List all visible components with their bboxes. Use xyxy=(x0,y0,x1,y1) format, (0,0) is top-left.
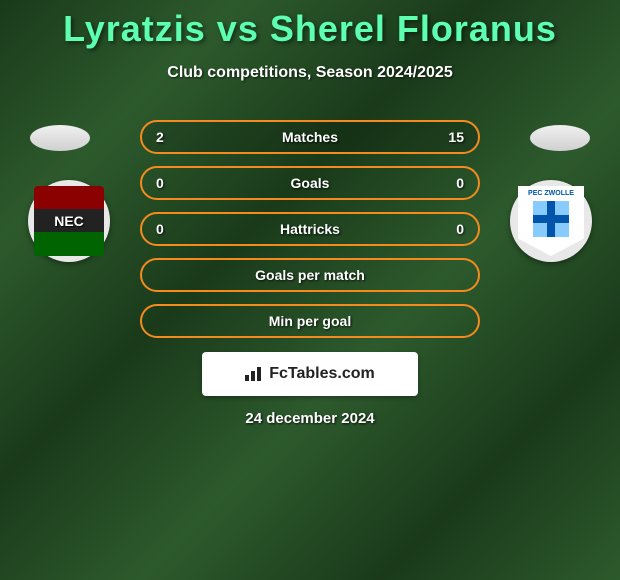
club-badge-right: PEC ZWOLLE xyxy=(510,180,592,262)
stat-row-hattricks: 0 Hattricks 0 xyxy=(140,212,480,246)
stat-row-matches: 2 Matches 15 xyxy=(140,120,480,154)
stat-label: Hattricks xyxy=(186,221,434,237)
stat-right-value: 0 xyxy=(434,175,464,191)
country-badge-right xyxy=(530,125,590,151)
stat-label: Min per goal xyxy=(186,313,434,329)
stat-right-value: 15 xyxy=(434,129,464,145)
attribution-text: FcTables.com xyxy=(269,365,375,383)
club-label-left: NEC xyxy=(54,213,84,229)
club-logo-nec: NEC xyxy=(34,186,104,256)
stat-row-goals-per-match: Goals per match xyxy=(140,258,480,292)
stat-left-value: 2 xyxy=(156,129,186,145)
stat-left-value: 0 xyxy=(156,175,186,191)
stats-container: 2 Matches 15 0 Goals 0 0 Hattricks 0 Goa… xyxy=(140,120,480,350)
club-label-right: PEC ZWOLLE xyxy=(528,190,574,197)
stat-row-goals: 0 Goals 0 xyxy=(140,166,480,200)
date-label: 24 december 2024 xyxy=(245,410,374,427)
club-cross-icon xyxy=(533,201,569,237)
stat-label: Goals per match xyxy=(186,267,434,283)
country-badge-left xyxy=(30,125,90,151)
stat-left-value: 0 xyxy=(156,221,186,237)
comparison-subtitle: Club competitions, Season 2024/2025 xyxy=(0,64,620,82)
club-badge-left: NEC xyxy=(28,180,110,262)
stat-label: Matches xyxy=(186,129,434,145)
chart-icon xyxy=(245,367,263,381)
stat-label: Goals xyxy=(186,175,434,191)
attribution-badge: FcTables.com xyxy=(202,352,418,396)
club-logo-pec: PEC ZWOLLE xyxy=(518,186,584,256)
stat-right-value: 0 xyxy=(434,221,464,237)
comparison-title: Lyratzis vs Sherel Floranus xyxy=(0,0,620,50)
stat-row-min-per-goal: Min per goal xyxy=(140,304,480,338)
